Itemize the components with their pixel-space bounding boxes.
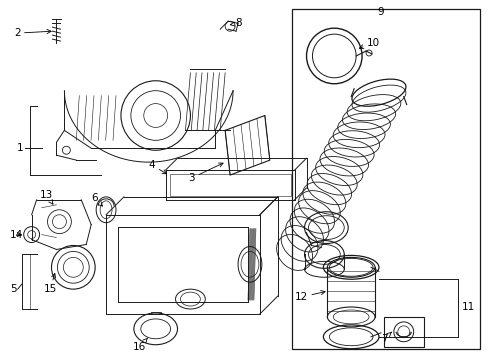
Text: 7: 7	[380, 332, 391, 344]
Text: 15: 15	[43, 274, 57, 294]
Text: 1: 1	[17, 143, 23, 153]
Text: 8: 8	[230, 18, 241, 28]
Bar	[169, 174, 290, 196]
Text: 2: 2	[14, 28, 51, 38]
Text: 13: 13	[40, 190, 53, 204]
Text: 11: 11	[460, 302, 473, 312]
Text: 9: 9	[377, 7, 384, 17]
Text: 6: 6	[91, 193, 102, 206]
Bar	[291, 9, 479, 349]
Text: 14: 14	[10, 230, 23, 239]
Text: 5: 5	[10, 284, 17, 294]
Text: 12: 12	[294, 291, 325, 302]
Bar	[383, 317, 423, 347]
Text: 4: 4	[148, 160, 166, 174]
Text: 3: 3	[188, 163, 223, 183]
Text: 10: 10	[359, 38, 379, 49]
Text: 16: 16	[133, 338, 147, 352]
